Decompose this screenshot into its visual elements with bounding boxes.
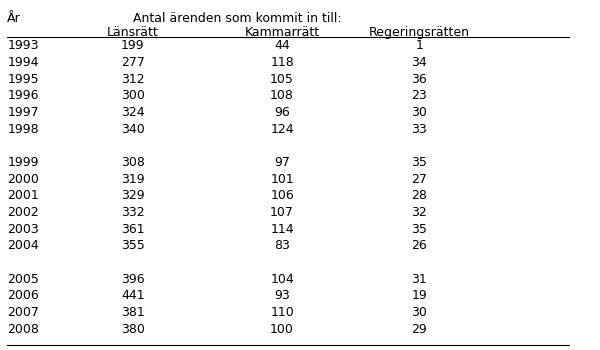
Text: 319: 319: [121, 173, 145, 186]
Text: 19: 19: [412, 289, 427, 302]
Text: År: År: [7, 12, 21, 25]
Text: 110: 110: [270, 306, 294, 319]
Text: 2000: 2000: [7, 173, 39, 186]
Text: 324: 324: [121, 106, 145, 119]
Text: 2002: 2002: [7, 206, 39, 219]
Text: 28: 28: [412, 189, 427, 202]
Text: 361: 361: [121, 223, 145, 236]
Text: 2003: 2003: [7, 223, 39, 236]
Text: 2005: 2005: [7, 273, 39, 286]
Text: 2004: 2004: [7, 239, 39, 252]
Text: 33: 33: [412, 122, 427, 136]
Text: 118: 118: [270, 56, 294, 69]
Text: 124: 124: [270, 122, 294, 136]
Text: 1999: 1999: [7, 156, 39, 169]
Text: 1996: 1996: [7, 89, 39, 102]
Text: 1995: 1995: [7, 73, 39, 86]
Text: 114: 114: [270, 223, 294, 236]
Text: Antal ärenden som kommit in till:: Antal ärenden som kommit in till:: [133, 12, 341, 25]
Text: 1993: 1993: [7, 39, 39, 52]
Text: 36: 36: [412, 73, 427, 86]
Text: 308: 308: [121, 156, 145, 169]
Text: 2001: 2001: [7, 189, 39, 202]
Text: 23: 23: [412, 89, 427, 102]
Text: Regeringsrätten: Regeringsrätten: [369, 26, 470, 39]
Text: 31: 31: [412, 273, 427, 286]
Text: 105: 105: [270, 73, 294, 86]
Text: 1997: 1997: [7, 106, 39, 119]
Text: 380: 380: [121, 323, 145, 336]
Text: 441: 441: [121, 289, 145, 302]
Text: 2008: 2008: [7, 323, 39, 336]
Text: 104: 104: [270, 273, 294, 286]
Text: 97: 97: [274, 156, 290, 169]
Text: 107: 107: [270, 206, 294, 219]
Text: 29: 29: [412, 323, 427, 336]
Text: 340: 340: [121, 122, 145, 136]
Text: 1994: 1994: [7, 56, 39, 69]
Text: 27: 27: [412, 173, 427, 186]
Text: 35: 35: [412, 223, 427, 236]
Text: 44: 44: [274, 39, 290, 52]
Text: 32: 32: [412, 206, 427, 219]
Text: 34: 34: [412, 56, 427, 69]
Text: 1998: 1998: [7, 122, 39, 136]
Text: 26: 26: [412, 239, 427, 252]
Text: 2006: 2006: [7, 289, 39, 302]
Text: 199: 199: [121, 39, 145, 52]
Text: Länsrätt: Länsrätt: [107, 26, 158, 39]
Text: 96: 96: [274, 106, 290, 119]
Text: 329: 329: [121, 189, 145, 202]
Text: 30: 30: [412, 106, 427, 119]
Text: 396: 396: [121, 273, 145, 286]
Text: 300: 300: [121, 89, 145, 102]
Text: 381: 381: [121, 306, 145, 319]
Text: 83: 83: [274, 239, 290, 252]
Text: 100: 100: [270, 323, 294, 336]
Text: 312: 312: [121, 73, 145, 86]
Text: 108: 108: [270, 89, 294, 102]
Text: Kammarrätt: Kammarrätt: [245, 26, 320, 39]
Text: 101: 101: [270, 173, 294, 186]
Text: 355: 355: [121, 239, 145, 252]
Text: 93: 93: [274, 289, 290, 302]
Text: 2007: 2007: [7, 306, 39, 319]
Text: 332: 332: [121, 206, 145, 219]
Text: 35: 35: [412, 156, 427, 169]
Text: 106: 106: [270, 189, 294, 202]
Text: 277: 277: [121, 56, 145, 69]
Text: 30: 30: [412, 306, 427, 319]
Text: 1: 1: [416, 39, 424, 52]
